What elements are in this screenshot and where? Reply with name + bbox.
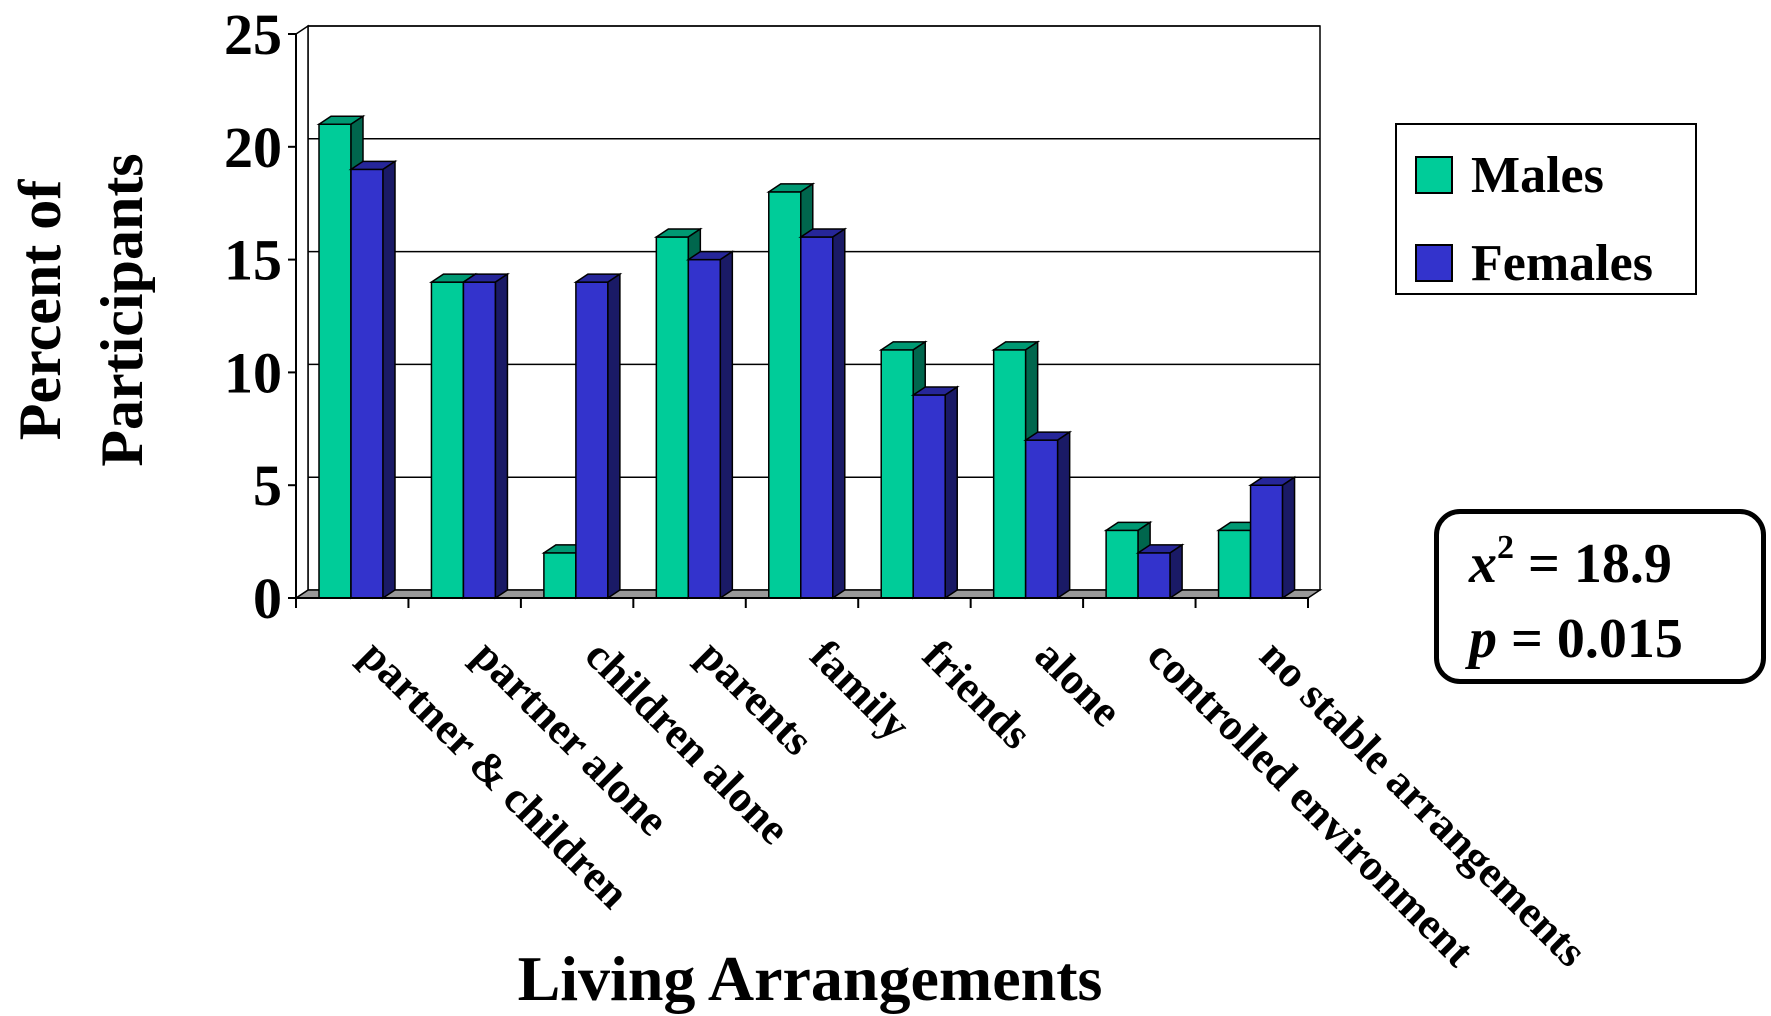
y-tick-label: 20 (224, 115, 282, 180)
bar-females-8 (1248, 475, 1298, 600)
bar-females-2 (573, 272, 623, 600)
bar-front (1024, 439, 1059, 599)
axes (288, 33, 1309, 608)
bar-front (575, 281, 609, 599)
bar-front (462, 281, 497, 599)
bar-side (1281, 475, 1296, 600)
y-tick-label: 10 (224, 340, 282, 405)
y-tick-label: 25 (224, 2, 282, 67)
bar-front (800, 236, 834, 599)
legend-swatch-males (1415, 156, 1453, 194)
y-axis-label: Percent of Participants (7, 153, 155, 466)
bar-side (719, 250, 734, 600)
bar-front (430, 281, 465, 599)
p-value-line: p = 0.015 (1469, 607, 1683, 671)
bar-front (318, 123, 352, 599)
bar-side (1169, 543, 1183, 600)
chi-square-line: x2 = 18.9 (1469, 529, 1672, 596)
bar-side (944, 385, 958, 600)
y-tick-label: 5 (253, 453, 282, 518)
bar-side (832, 227, 846, 600)
bar-front (350, 168, 384, 599)
p-value: = 0.015 (1497, 608, 1683, 670)
bar-side (1056, 430, 1071, 600)
x-tick-label: partner alone (463, 630, 678, 845)
legend-swatch-females (1415, 244, 1453, 282)
plot-side-wall (295, 24, 309, 600)
legend: Males Females (1395, 123, 1697, 295)
chi-exponent: 2 (1497, 529, 1514, 566)
legend-item-males: Males (1415, 145, 1604, 205)
bar-females-6 (1023, 430, 1073, 600)
bar-front (912, 394, 946, 599)
statistics-box: x2 = 18.9 p = 0.015 (1434, 509, 1766, 684)
p-symbol: p (1469, 608, 1497, 670)
bar-front (1249, 484, 1284, 599)
bar-side (607, 272, 621, 600)
bar-front (992, 349, 1027, 599)
bar-females-0 (348, 159, 398, 600)
x-axis-label: Living Arrangements (518, 943, 1103, 1014)
chi-symbol: x (1469, 533, 1497, 595)
bar-females-5 (910, 385, 960, 600)
y-axis-label-line-1: Percent of (7, 179, 73, 440)
bar-side (382, 159, 396, 600)
bar-front (543, 552, 577, 599)
bar-front (655, 236, 690, 599)
bars (316, 114, 1298, 600)
x-tick-label: alone (1026, 630, 1132, 736)
legend-label-females: Females (1471, 234, 1653, 292)
bar-side (494, 272, 509, 600)
chi-value: = 18.9 (1514, 533, 1672, 595)
bar-females-7 (1135, 543, 1185, 600)
bar-front (1217, 529, 1252, 599)
bar-females-3 (685, 250, 735, 600)
bar-females-1 (460, 272, 510, 600)
bar-front (880, 349, 914, 599)
bar-front (1137, 552, 1171, 599)
x-tick-label: friends (913, 630, 1041, 758)
y-axis-label-line-2: Participants (89, 153, 155, 466)
legend-label-males: Males (1471, 146, 1604, 204)
y-tick-label: 15 (224, 228, 282, 293)
bar-front (687, 258, 722, 599)
bar-females-4 (798, 227, 848, 600)
legend-item-females: Females (1415, 233, 1653, 293)
bar-front (1105, 529, 1139, 599)
bar-front (768, 191, 802, 599)
y-tick-label: 0 (253, 566, 282, 631)
